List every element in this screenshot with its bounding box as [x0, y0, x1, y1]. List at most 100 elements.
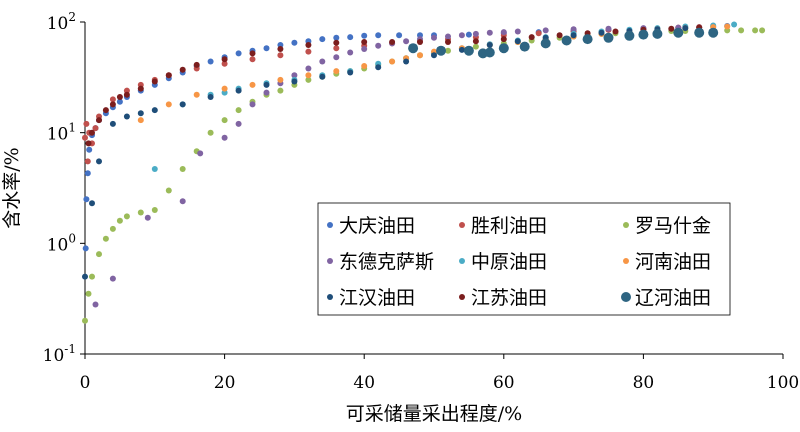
- data-point: [361, 63, 368, 69]
- data-point: [673, 27, 684, 38]
- data-point: [179, 101, 186, 108]
- data-point: [582, 34, 593, 45]
- data-point: [570, 32, 577, 39]
- data-point: [249, 56, 256, 63]
- data-point: [436, 45, 446, 56]
- data-point: [484, 47, 495, 58]
- data-point: [235, 107, 242, 114]
- data-point: [85, 290, 92, 297]
- data-point: [519, 41, 530, 52]
- legend-label: 河南油田: [635, 251, 711, 273]
- y-ticks: 10-1 100 101 102: [43, 10, 85, 366]
- data-point: [752, 27, 759, 34]
- x-tick-label: 100: [767, 373, 799, 393]
- data-point: [84, 170, 91, 177]
- data-point: [193, 61, 200, 68]
- series-points: [151, 21, 738, 172]
- data-point: [431, 52, 437, 59]
- data-point: [652, 28, 663, 39]
- data-point: [319, 58, 326, 65]
- legend-label: 中原油田: [471, 251, 547, 273]
- data-point: [638, 29, 649, 40]
- data-point: [305, 42, 312, 48]
- data-point: [486, 42, 493, 48]
- data-point: [472, 38, 479, 45]
- data-point: [89, 200, 95, 207]
- data-point: [179, 198, 186, 205]
- data-point: [221, 117, 228, 124]
- data-point: [137, 117, 144, 124]
- data-point: [123, 213, 130, 220]
- data-point: [759, 27, 766, 34]
- data-point: [102, 107, 109, 114]
- data-point: [319, 73, 326, 80]
- x-tick-label: 80: [633, 373, 655, 393]
- data-point: [445, 39, 451, 45]
- data-point: [535, 30, 542, 37]
- legend-marker: [327, 258, 333, 264]
- data-point: [319, 36, 326, 43]
- legend-label: 江苏油田: [471, 287, 547, 309]
- data-point: [403, 38, 410, 45]
- data-point: [249, 101, 256, 108]
- data-point: [305, 76, 312, 83]
- data-point: [263, 45, 270, 52]
- y-tick-label: 10-1: [43, 342, 76, 366]
- data-point: [277, 76, 284, 83]
- data-point: [389, 58, 396, 65]
- data-point: [179, 66, 186, 73]
- legend-label: 大庆油田: [339, 215, 415, 237]
- data-point: [570, 26, 577, 33]
- x-tick-label: 60: [493, 373, 515, 393]
- data-point: [89, 273, 95, 280]
- data-point: [463, 45, 474, 56]
- data-point: [333, 34, 340, 41]
- data-point: [165, 101, 172, 108]
- legend-marker: [623, 258, 629, 264]
- data-point: [291, 39, 298, 46]
- data-point: [528, 34, 535, 41]
- y-tick-label: 101: [47, 121, 76, 145]
- data-point: [708, 27, 719, 38]
- data-point: [603, 32, 614, 43]
- legend-marker: [459, 294, 465, 300]
- legend-marker: [621, 292, 631, 302]
- legend-marker: [459, 222, 465, 228]
- data-point: [277, 52, 284, 59]
- data-point: [109, 120, 116, 127]
- data-point: [109, 101, 116, 108]
- data-point: [514, 28, 521, 35]
- x-tick-label: 0: [80, 373, 91, 393]
- data-point: [109, 275, 116, 282]
- series-points: [85, 24, 703, 147]
- data-point: [403, 58, 410, 65]
- data-point: [305, 48, 312, 55]
- plot-area: 0 20 40 60 80 100 10-1 100 101 102: [43, 10, 800, 393]
- data-point: [612, 28, 619, 35]
- data-point: [724, 23, 731, 30]
- data-point: [207, 94, 214, 100]
- data-point: [277, 87, 284, 94]
- data-point: [333, 54, 340, 61]
- legend-marker: [459, 258, 465, 264]
- data-point: [540, 38, 551, 49]
- data-point: [291, 78, 298, 85]
- data-point: [151, 166, 158, 172]
- legend-marker: [623, 222, 629, 228]
- data-point: [361, 46, 368, 52]
- data-point: [249, 50, 256, 57]
- data-point: [375, 64, 382, 71]
- data-point: [458, 32, 465, 39]
- data-point: [137, 110, 144, 117]
- data-point: [123, 87, 130, 94]
- data-point: [151, 107, 158, 114]
- data-point: [375, 42, 382, 49]
- data-point: [123, 91, 130, 98]
- data-point: [556, 32, 563, 39]
- data-point: [84, 158, 91, 165]
- data-points: [82, 21, 766, 324]
- data-point: [542, 27, 549, 34]
- legend-label: 罗马什金: [635, 215, 711, 237]
